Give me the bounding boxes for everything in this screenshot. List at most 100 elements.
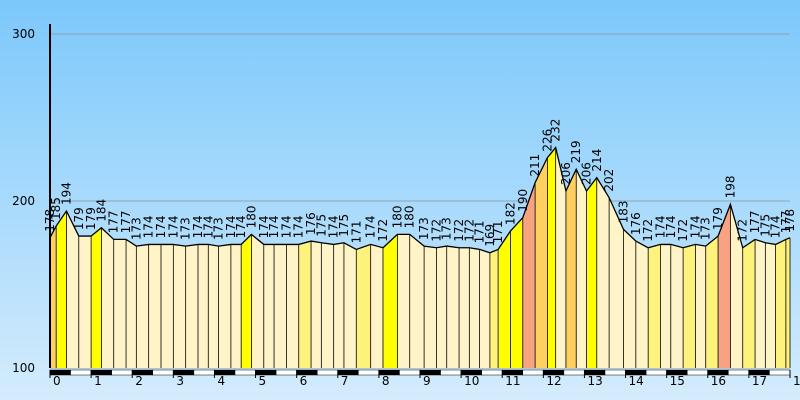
profile-segment bbox=[576, 169, 587, 368]
elevation-label: 173 bbox=[179, 217, 193, 240]
x-tick-label: 16 bbox=[711, 374, 726, 388]
profile-segment bbox=[648, 244, 661, 368]
x-tick-label: 9 bbox=[423, 374, 431, 388]
profile-segment bbox=[50, 226, 57, 368]
profile-segment bbox=[547, 147, 556, 368]
profile-segment bbox=[718, 204, 731, 368]
profile-segment bbox=[785, 237, 790, 368]
distance-scale-segment bbox=[316, 369, 339, 376]
profile-segment bbox=[742, 239, 756, 368]
profile-segment bbox=[510, 217, 523, 368]
elevation-label: 171 bbox=[491, 221, 505, 244]
elevation-label: 174 bbox=[154, 216, 168, 239]
elevation-labels: 1781851941791791841771771731741741741731… bbox=[43, 119, 797, 247]
axes bbox=[49, 24, 791, 376]
elevation-label: 174 bbox=[664, 216, 678, 239]
x-tick-label: 7 bbox=[341, 374, 349, 388]
elevation-label: 185 bbox=[49, 197, 63, 220]
profile-line bbox=[49, 146, 791, 254]
elevation-label: 174 bbox=[327, 216, 341, 239]
profile-bands bbox=[49, 147, 791, 368]
profile-segment bbox=[148, 244, 161, 368]
x-tick-label: 4 bbox=[217, 374, 225, 388]
elevation-label: 174 bbox=[292, 216, 306, 239]
y-tick-label: 100 bbox=[12, 361, 35, 375]
profile-segment bbox=[101, 227, 114, 368]
profile-segment bbox=[263, 244, 275, 368]
distance-scale-segment bbox=[440, 369, 462, 376]
profile-segment bbox=[56, 211, 67, 368]
elevation-label: 174 bbox=[201, 216, 215, 239]
distance-scale-segment bbox=[522, 369, 544, 376]
elevation-label: 173 bbox=[212, 217, 226, 240]
elevation-label: 176 bbox=[304, 212, 318, 235]
profile-segment bbox=[251, 234, 264, 368]
distance-scale-segment bbox=[152, 369, 174, 376]
elevation-label: 173 bbox=[417, 217, 431, 240]
distance-scale-segment bbox=[70, 369, 92, 376]
elevation-label: 172 bbox=[429, 219, 443, 242]
profile-segment bbox=[409, 234, 425, 368]
x-tick-label: 0 bbox=[53, 374, 61, 388]
elevation-label: 174 bbox=[234, 216, 248, 239]
elevation-label: 206 bbox=[559, 162, 573, 185]
profile-segment bbox=[66, 211, 79, 368]
elevation-label: 190 bbox=[516, 189, 530, 212]
profile-segment bbox=[635, 241, 649, 368]
profile-segment bbox=[230, 244, 242, 368]
distance-scale-segment bbox=[728, 369, 750, 376]
profile-segment bbox=[113, 239, 127, 368]
distance-scale-segment bbox=[358, 369, 380, 376]
profile-segment bbox=[161, 244, 174, 368]
elevation-label: 174 bbox=[769, 216, 783, 239]
profile-segment bbox=[218, 244, 231, 368]
elevation-label: 184 bbox=[94, 199, 108, 222]
profile-segment bbox=[298, 241, 312, 368]
elevation-label: 169 bbox=[483, 224, 497, 247]
elevation-label: 174 bbox=[654, 216, 668, 239]
distance-scale-segment bbox=[686, 369, 709, 376]
x-tick-label: 17 bbox=[752, 374, 767, 388]
profile-segment bbox=[489, 249, 499, 368]
profile-segment bbox=[775, 239, 786, 368]
profile-segment bbox=[535, 157, 548, 368]
elevation-label: 172 bbox=[641, 219, 655, 242]
profile-segment bbox=[609, 197, 624, 368]
elevation-label: 177 bbox=[107, 211, 121, 234]
distance-scale-segment bbox=[275, 369, 297, 376]
x-tick-label: 2 bbox=[135, 374, 143, 388]
elevation-label: 177 bbox=[779, 211, 793, 234]
elevation-label: 219 bbox=[569, 140, 583, 163]
elevation-label: 174 bbox=[279, 216, 293, 239]
profile-segment bbox=[436, 246, 447, 368]
x-tick-label: 6 bbox=[300, 374, 308, 388]
elevation-label: 226 bbox=[540, 129, 554, 152]
elevation-label: 174 bbox=[688, 216, 702, 239]
elevation-label: 175 bbox=[337, 214, 351, 237]
elevation-label: 177 bbox=[119, 211, 133, 234]
profile-segment bbox=[596, 177, 610, 368]
x-tick-label: 12 bbox=[546, 374, 561, 388]
elevation-label: 176 bbox=[629, 212, 643, 235]
profile-segment bbox=[469, 247, 480, 368]
x-tick-label: 11 bbox=[505, 374, 520, 388]
profile-segment bbox=[695, 244, 706, 368]
x-tick-label: 3 bbox=[176, 374, 184, 388]
x-tick-label: 18 bbox=[793, 374, 800, 388]
profile-segment bbox=[755, 239, 766, 368]
profile-segment bbox=[241, 234, 252, 368]
elevation-label: 172 bbox=[462, 219, 476, 242]
profile-segment bbox=[670, 244, 684, 368]
profile-segment bbox=[198, 244, 209, 368]
profile-segment bbox=[730, 204, 743, 368]
elevation-label: 175 bbox=[758, 214, 772, 237]
distance-scale-segment bbox=[481, 369, 503, 376]
elevation-label: 202 bbox=[602, 169, 616, 192]
profile-segment bbox=[565, 169, 577, 368]
profile-segment bbox=[555, 147, 566, 368]
elevation-label: 180 bbox=[390, 205, 404, 228]
elevation-label: 171 bbox=[349, 221, 363, 244]
profile-segment bbox=[321, 242, 334, 368]
profile-segment bbox=[356, 244, 371, 368]
x-tick-label: 14 bbox=[629, 374, 644, 388]
